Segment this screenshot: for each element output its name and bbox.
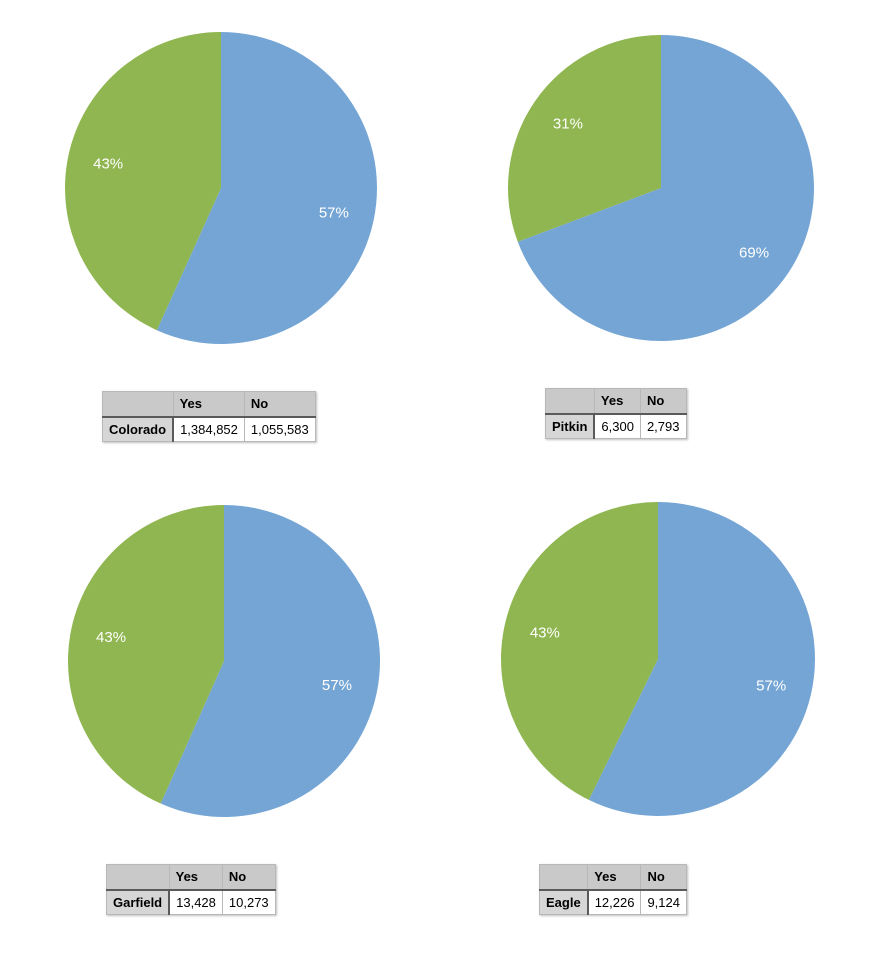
table-cell-yes: 12,226 [587, 889, 642, 915]
pie-slice-no [64, 32, 221, 331]
table-row: Pitkin 6,300 2,793 [545, 413, 687, 439]
table-row-label: Garfield [106, 889, 171, 915]
pie-slice-no [67, 505, 224, 804]
pie-slice-no [507, 35, 661, 242]
slice-label-no: 43% [530, 625, 560, 642]
data-table: Yes No Garfield 13,428 10,273 [106, 864, 276, 915]
slice-label-yes: 69% [739, 244, 769, 261]
table-header-corner [545, 388, 595, 415]
table-cell-yes: 13,428 [168, 889, 223, 915]
pie-slice-yes [160, 505, 380, 817]
table-header-row: Yes No [106, 864, 276, 891]
table-row: Colorado 1,384,852 1,055,583 [102, 416, 316, 442]
table-cell-yes: 6,300 [593, 413, 641, 439]
table-header-no: No [221, 864, 276, 891]
table-header-no: No [639, 388, 687, 415]
slice-label-yes: 57% [319, 204, 349, 221]
table-cell-no: 10,273 [221, 889, 276, 915]
table-cell-no: 9,124 [640, 889, 687, 915]
table-header-yes: Yes [168, 864, 223, 891]
table-header-yes: Yes [587, 864, 642, 891]
table-cell-no: 1,055,583 [243, 416, 316, 442]
slice-label-yes: 57% [756, 677, 786, 694]
data-table: Yes No Pitkin 6,300 2,793 [545, 388, 687, 439]
slice-label-yes: 57% [322, 677, 352, 694]
table-header-yes: Yes [172, 391, 245, 418]
table-header-corner [102, 391, 174, 418]
data-table: Yes No Eagle 12,226 9,124 [538, 864, 687, 915]
table-cell-yes: 1,384,852 [172, 416, 245, 442]
slice-label-no: 43% [93, 156, 123, 173]
pie-chart: 57% 43% [500, 502, 815, 816]
pie-slice-yes [517, 35, 814, 341]
table-cell-no: 2,793 [639, 413, 687, 439]
table-header-corner [106, 864, 170, 891]
pie-slice-no [500, 502, 658, 800]
table-header-row: Yes No [538, 864, 687, 891]
table-header-yes: Yes [593, 388, 641, 415]
table-header-row: Yes No [545, 388, 687, 415]
table-header-no: No [243, 391, 316, 418]
table-header-corner [538, 864, 589, 891]
pie-slice-yes [588, 502, 815, 816]
slice-label-no: 43% [96, 629, 126, 646]
pie-chart: 69% 31% [507, 35, 814, 341]
table-header-no: No [640, 864, 687, 891]
pie-chart: 57% 43% [64, 32, 377, 344]
table-row-label: Eagle [538, 889, 589, 915]
pie-slice-yes [156, 32, 377, 344]
table-row: Eagle 12,226 9,124 [538, 889, 687, 915]
pie-chart: 57% 43% [67, 505, 380, 817]
table-header-row: Yes No [102, 391, 316, 418]
data-table: Yes No Colorado 1,384,852 1,055,583 [102, 391, 316, 442]
table-row-label: Pitkin [545, 413, 596, 439]
slice-label-no: 31% [553, 116, 583, 133]
table-row-label: Colorado [102, 416, 175, 442]
table-row: Garfield 13,428 10,273 [106, 889, 276, 915]
